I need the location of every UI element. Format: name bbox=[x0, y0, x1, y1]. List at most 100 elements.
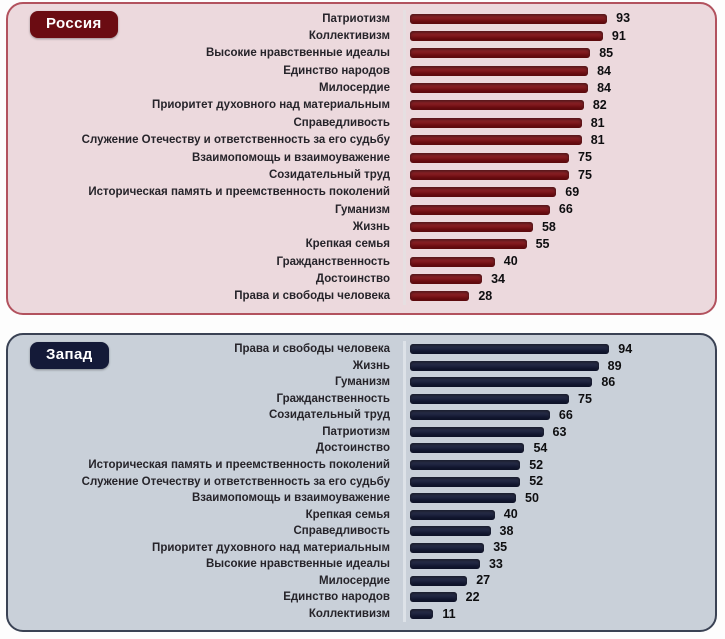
value-bar bbox=[410, 393, 569, 404]
category-label: Жизнь bbox=[352, 359, 390, 372]
value-label: 75 bbox=[578, 391, 592, 406]
bar-row: Единство народов 22 bbox=[18, 588, 703, 606]
value-label: 93 bbox=[616, 11, 631, 26]
russia-badge: Россия bbox=[30, 11, 118, 38]
value-label: 11 bbox=[442, 606, 456, 621]
category-label: Историческая память и преемственность по… bbox=[88, 186, 390, 199]
value-label: 55 bbox=[535, 237, 550, 252]
value-bar bbox=[410, 443, 525, 454]
bar-row: Служение Отечеству и ответственность за … bbox=[18, 473, 703, 490]
bar-track: 85 bbox=[403, 44, 703, 63]
value-bar bbox=[410, 48, 591, 59]
value-label: 35 bbox=[493, 540, 508, 555]
bar-track: 82 bbox=[403, 96, 703, 115]
category-label: Жизнь bbox=[352, 220, 390, 233]
value-label: 89 bbox=[607, 358, 622, 373]
bar-row: Крепкая семья 55 bbox=[18, 235, 703, 254]
bar-row: Коллективизм 11 bbox=[18, 605, 703, 623]
bar-track: 69 bbox=[403, 183, 703, 201]
bar-track: 38 bbox=[403, 522, 703, 540]
value-bar bbox=[410, 31, 603, 42]
value-bar bbox=[410, 169, 569, 180]
category-label: Взаимопомощь и взаимоуважение bbox=[192, 492, 390, 505]
bar-row: Историческая память и преемственность по… bbox=[18, 456, 703, 474]
category-label: Единство народов bbox=[283, 591, 390, 604]
bar-track: 81 bbox=[403, 114, 703, 132]
bar-track: 58 bbox=[403, 218, 703, 236]
value-label: 50 bbox=[525, 490, 539, 505]
bar-row: Высокие нравственные идеалы 33 bbox=[18, 555, 703, 573]
bar-row: Милосердие 84 bbox=[18, 79, 703, 97]
bar-row: Созидательный труд 75 bbox=[18, 166, 703, 184]
value-label: 66 bbox=[558, 202, 573, 217]
bar-row: Справедливость 38 bbox=[18, 522, 703, 540]
value-bar bbox=[410, 493, 516, 504]
value-label: 52 bbox=[529, 474, 544, 489]
category-label: Приоритет духовного над материальным bbox=[152, 99, 390, 112]
category-label: Созидательный труд bbox=[268, 409, 390, 422]
value-label: 81 bbox=[590, 115, 605, 130]
category-label: Права и свободы человека bbox=[234, 290, 390, 303]
value-bar bbox=[410, 221, 533, 232]
category-label: Справедливость bbox=[293, 116, 390, 129]
category-label: Гуманизм bbox=[334, 203, 390, 216]
value-bar bbox=[410, 152, 569, 163]
value-label: 94 bbox=[618, 342, 633, 357]
value-label: 33 bbox=[488, 556, 503, 571]
category-label: Справедливость bbox=[293, 525, 390, 538]
bar-row: Крепкая семья 40 bbox=[18, 506, 703, 523]
category-label: Служение Отечеству и ответственность за … bbox=[81, 475, 390, 488]
bar-track: 86 bbox=[403, 374, 703, 391]
value-label: 52 bbox=[529, 457, 544, 472]
category-label: Коллективизм bbox=[308, 30, 390, 43]
bar-track: 93 bbox=[403, 10, 703, 28]
value-bar bbox=[410, 526, 491, 537]
value-bar bbox=[410, 509, 495, 520]
bar-row: Служение Отечеству и ответственность за … bbox=[18, 131, 703, 149]
value-bar bbox=[410, 459, 521, 470]
bar-track: 27 bbox=[403, 572, 703, 589]
category-label: Патриотизм bbox=[322, 425, 390, 438]
russia-chart-panel: Россия Патриотизм 93 Коллективизм 91 Высокие… bbox=[6, 2, 717, 315]
bar-track: 75 bbox=[403, 390, 703, 408]
category-label: Достоинство bbox=[315, 273, 390, 286]
value-bar bbox=[410, 426, 544, 437]
value-label: 40 bbox=[503, 507, 518, 522]
bar-track: 75 bbox=[403, 148, 703, 167]
bar-track: 54 bbox=[403, 440, 703, 457]
category-label: Милосердие bbox=[319, 82, 390, 95]
value-bar bbox=[410, 256, 495, 267]
value-bar bbox=[410, 360, 599, 371]
bar-track: 35 bbox=[403, 539, 703, 556]
bar-row: Гуманизм 86 bbox=[18, 374, 703, 391]
bar-row: Приоритет духовного над материальным 35 bbox=[18, 539, 703, 556]
bar-row: Патриотизм 63 bbox=[18, 423, 703, 441]
category-label: Высокие нравственные идеалы bbox=[205, 558, 390, 571]
value-label: 27 bbox=[476, 573, 491, 588]
category-label: Единство народов bbox=[283, 64, 390, 77]
value-label: 63 bbox=[552, 424, 567, 439]
value-bar bbox=[410, 65, 589, 76]
bar-track: 91 bbox=[403, 27, 703, 45]
bar-row: Гуманизм 66 bbox=[18, 200, 703, 219]
value-bar bbox=[410, 239, 527, 250]
category-label: Коллективизм bbox=[308, 607, 390, 620]
value-bar bbox=[410, 117, 582, 128]
value-bar bbox=[410, 204, 550, 215]
bar-row: Приоритет духовного над материальным 82 bbox=[18, 96, 703, 115]
value-label: 34 bbox=[491, 271, 505, 286]
category-label: Милосердие bbox=[319, 574, 390, 587]
category-label: Приоритет духовного над материальным bbox=[152, 541, 390, 554]
value-label: 58 bbox=[541, 219, 556, 234]
value-label: 91 bbox=[611, 28, 626, 43]
value-label: 38 bbox=[499, 523, 514, 538]
bar-track: 84 bbox=[403, 79, 703, 97]
value-bar bbox=[410, 13, 608, 24]
category-label: Гражданственность bbox=[276, 255, 390, 268]
value-bar bbox=[410, 592, 457, 603]
bar-row: Справедливость 81 bbox=[18, 114, 703, 132]
value-bar bbox=[410, 274, 483, 285]
bar-row: Единство народов 84 bbox=[18, 62, 703, 80]
value-label: 54 bbox=[533, 441, 548, 456]
